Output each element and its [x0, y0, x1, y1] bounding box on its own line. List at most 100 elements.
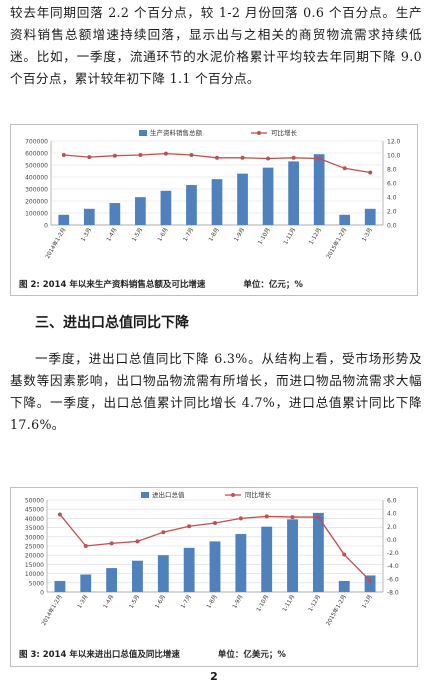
legend-line-marker	[257, 131, 261, 135]
legend-label: 进出口总值	[152, 490, 185, 499]
line-point	[161, 530, 166, 535]
chart-2-svg: 0 100000 200000 300000 400000 500000 600000 700…	[25, 128, 401, 260]
y-right-tick-label: 6.0	[387, 498, 397, 505]
line-point	[368, 170, 373, 175]
chart-caption: 图 3: 2014 年以来进出口总值及同比增速 单位：亿美元；%	[19, 648, 286, 660]
bar	[157, 555, 169, 592]
y-left-tick-label: 5000	[29, 580, 44, 587]
page-number: 2	[210, 670, 218, 683]
line-point	[57, 512, 62, 517]
x-tick-label: 1-6月	[154, 594, 167, 610]
x-tick-label: 1-6月	[156, 227, 169, 243]
y-left-tick-label: 20000	[25, 553, 44, 560]
y-left-tick-label: 500000	[25, 163, 48, 170]
bar	[135, 197, 146, 225]
y-right-tick-label: 10.0	[387, 153, 401, 160]
bar	[160, 190, 172, 225]
y-left-tick-label: 600000	[25, 151, 48, 158]
y-right-tick-label: 2.0	[387, 209, 397, 216]
bar	[106, 568, 118, 592]
y-left-tick-label: 0	[40, 590, 44, 597]
chart-title: 图 2: 2014 年以来生产资料销售总额及可比增速	[19, 280, 206, 290]
y-right-tick-label: -8.0	[387, 590, 399, 597]
line-point	[342, 166, 347, 171]
line-point	[135, 539, 140, 544]
bar	[312, 512, 324, 592]
line-point	[112, 153, 117, 158]
y-left-tick-label: 35000	[25, 525, 44, 532]
y-right-tick-label: 2.0	[387, 524, 397, 531]
section-heading: 三、进出口总值同比下降	[35, 315, 189, 331]
x-tick-label: 1-9月	[231, 594, 244, 610]
x-tick-label: 2014年1-2月	[39, 593, 63, 627]
line-point	[316, 515, 321, 520]
line-point	[238, 516, 243, 521]
y-left-tick-label: 100000	[25, 211, 48, 218]
x-tick-label: 1-10月	[255, 594, 270, 613]
y-right-tick-label: 8.0	[387, 167, 397, 174]
legend-line-marker	[231, 493, 235, 497]
legend-label: 同比增长	[245, 490, 272, 499]
x-tick-label: 1-8月	[205, 594, 218, 610]
x-tick-label: 1-10月	[257, 227, 272, 246]
line-point	[240, 155, 245, 160]
y-right-tick-label: 0.0	[387, 537, 397, 544]
x-tick-label: 1-3月	[80, 227, 93, 243]
bar	[261, 526, 273, 592]
line-point	[138, 153, 143, 157]
y-left-tick-label: 25000	[25, 544, 44, 551]
y-left-tick-label: 40000	[25, 516, 44, 523]
bar	[211, 179, 223, 225]
x-tick-label: 1-3月	[76, 594, 89, 610]
chart-unit: 单位：亿元；%	[243, 280, 303, 290]
x-tick-label: 1-4月	[105, 227, 118, 243]
legend-bar-swatch	[139, 130, 147, 136]
chart-unit: 单位：亿美元；%	[217, 650, 286, 660]
bar	[313, 154, 325, 225]
bar	[58, 214, 70, 225]
x-tick-label: 2015年1-2月	[324, 226, 348, 260]
bar	[109, 203, 121, 225]
bar	[364, 208, 376, 225]
y-left-tick-label: 50000	[25, 498, 44, 505]
bar	[80, 574, 92, 592]
y-right-tick-label: -4.0	[387, 563, 399, 570]
bar	[338, 580, 350, 592]
y-right-tick-label: 4.0	[387, 511, 397, 518]
x-tick-label: 1-12月	[308, 227, 323, 246]
line-point	[264, 514, 269, 519]
line-point	[187, 524, 192, 529]
x-tick-label: 1-7月	[179, 594, 192, 610]
line-point	[368, 578, 373, 583]
x-tick-label: 1-8月	[207, 227, 220, 243]
y-left-tick-label: 0	[44, 223, 48, 230]
x-tick-label: 1-11月	[282, 227, 297, 246]
x-tick-label: 1-9月	[233, 227, 246, 243]
bar	[235, 534, 247, 592]
paragraph-2: 一季度，进出口总值同比下降 6.3%。从结构上看，受市场形势及基数等因素影响，出…	[10, 351, 422, 432]
y-right-tick-label: 12.0	[387, 139, 401, 146]
line-point	[189, 153, 194, 157]
line-point	[266, 156, 271, 161]
line-point	[61, 153, 66, 157]
line-point	[109, 541, 114, 546]
y-left-tick-label: 300000	[25, 187, 48, 194]
bar	[287, 519, 298, 592]
chart-box-1: 0 100000 200000 300000 400000 500000 600000 700…	[10, 124, 418, 296]
bar	[209, 541, 221, 592]
x-tick-label: 1-3月	[361, 227, 374, 243]
bar	[83, 208, 95, 225]
bar	[364, 575, 376, 592]
y-right-tick-label: -2.0	[387, 550, 399, 557]
line-point	[215, 155, 219, 160]
paragraph-1: 较去年同期回落 2.2 个百分点，较 1-2 月份回落 0.6 个百分点。生产资…	[10, 5, 422, 86]
chart-caption: 图 2: 2014 年以来生产资料销售总额及可比增速 单位：亿元；%	[19, 278, 303, 290]
x-tick-label: 1-12月	[307, 594, 322, 613]
y-right-tick-label: -6.0	[387, 576, 399, 583]
x-tick-label: 2014年1-2月	[43, 226, 67, 260]
legend-label: 可比增长	[271, 128, 298, 137]
legend-bar-swatch	[141, 492, 149, 498]
line-point	[317, 156, 322, 161]
line-point	[213, 521, 217, 525]
x-tick-label: 1-5月	[131, 227, 144, 243]
